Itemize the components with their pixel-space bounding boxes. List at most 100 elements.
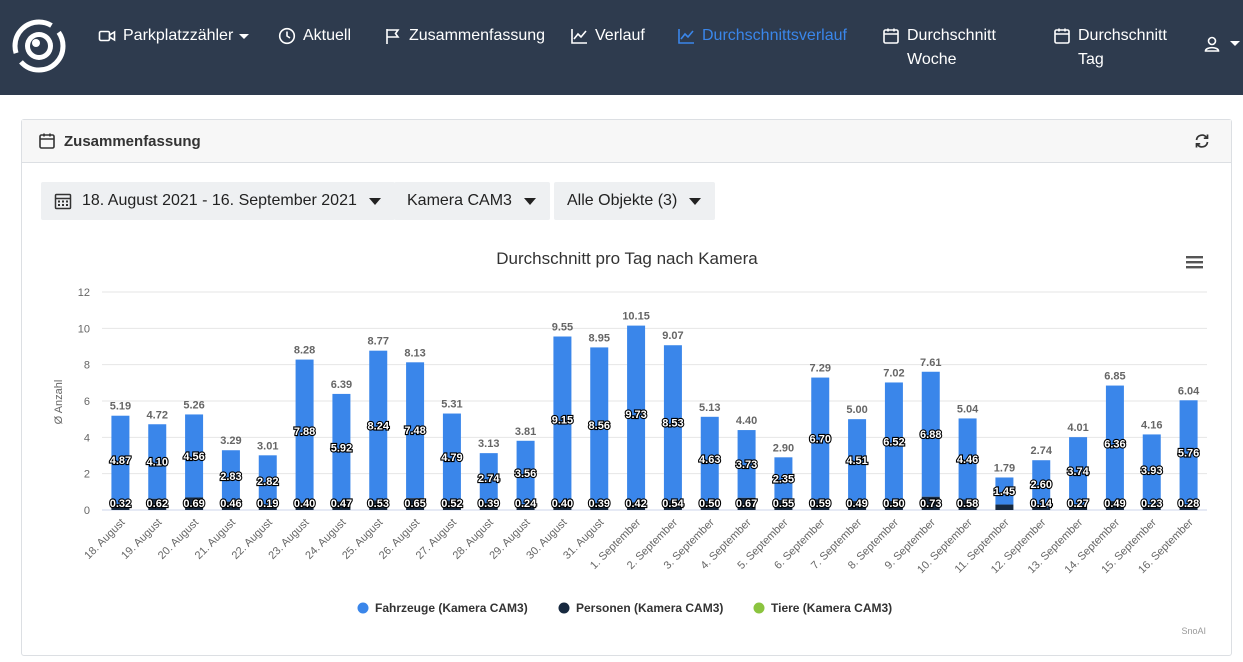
- bar-vehicles[interactable]: [1142, 434, 1161, 506]
- bar-persons[interactable]: [406, 498, 425, 510]
- bar-persons[interactable]: [627, 502, 646, 510]
- bar-persons[interactable]: [332, 501, 351, 510]
- bar-persons[interactable]: [884, 500, 903, 510]
- bar-persons[interactable]: [737, 497, 756, 510]
- bar-persons[interactable]: [479, 502, 498, 510]
- bar-persons[interactable]: [148, 498, 167, 510]
- bar-persons[interactable]: [295, 502, 314, 510]
- bar-vehicles[interactable]: [774, 457, 793, 501]
- bar-persons[interactable]: [1179, 504, 1198, 510]
- bar-vehicles[interactable]: [442, 413, 461, 501]
- total-label: 8.13: [404, 347, 425, 359]
- bar-vehicles[interactable]: [1105, 385, 1124, 502]
- bar-persons[interactable]: [1069, 505, 1088, 510]
- bar-persons[interactable]: [258, 506, 277, 510]
- vehicles-label: 4.63: [699, 454, 720, 466]
- user-menu[interactable]: [1202, 36, 1240, 52]
- refresh-icon[interactable]: [1193, 132, 1211, 150]
- bar-vehicles[interactable]: [1032, 460, 1051, 508]
- bar-vehicles[interactable]: [700, 416, 719, 501]
- bar-vehicles[interactable]: [111, 415, 130, 505]
- legend-marker[interactable]: [753, 602, 765, 614]
- bar-persons[interactable]: [663, 500, 682, 510]
- bar-vehicles[interactable]: [811, 377, 830, 500]
- bar-vehicles[interactable]: [185, 414, 204, 498]
- bar-vehicles[interactable]: [148, 424, 167, 499]
- bar-persons[interactable]: [442, 500, 461, 510]
- bar-vehicles[interactable]: [516, 440, 535, 506]
- persons-label: 0.19: [257, 498, 278, 510]
- legend-item[interactable]: Personen (Kamera CAM3): [576, 601, 723, 615]
- line-chart-icon: [676, 24, 696, 48]
- bar-persons[interactable]: [995, 504, 1014, 510]
- bar-persons[interactable]: [1032, 507, 1051, 510]
- bar-vehicles[interactable]: [258, 455, 277, 507]
- line-chart-icon: [569, 24, 589, 48]
- vehicles-label: 8.24: [368, 421, 390, 433]
- bar-persons[interactable]: [958, 499, 977, 510]
- bar-persons[interactable]: [921, 496, 940, 510]
- objects-select[interactable]: Alle Objekte (3): [554, 182, 716, 220]
- legend-marker[interactable]: [357, 602, 369, 614]
- persons-label: 0.39: [589, 498, 610, 510]
- persons-label: 0.49: [1104, 498, 1125, 510]
- bar-vehicles[interactable]: [295, 359, 314, 503]
- total-label: 8.28: [294, 345, 315, 357]
- bar-persons[interactable]: [1142, 505, 1161, 510]
- bar-persons[interactable]: [553, 502, 572, 510]
- legend-item[interactable]: Fahrzeuge (Kamera CAM3): [375, 601, 528, 615]
- bar-vehicles[interactable]: [1179, 400, 1198, 505]
- nav-parkplatzzaehler[interactable]: Parkplatzzähler: [97, 24, 250, 48]
- persons-label: 0.50: [699, 498, 720, 510]
- bar-persons[interactable]: [1105, 501, 1124, 510]
- nav-verlauf[interactable]: Verlauf: [569, 24, 645, 48]
- persons-label: 0.50: [883, 498, 904, 510]
- bar-persons[interactable]: [848, 501, 867, 510]
- bar-persons[interactable]: [221, 501, 240, 510]
- bar-persons[interactable]: [185, 497, 204, 510]
- bar-persons[interactable]: [590, 502, 609, 510]
- chevron-down-icon: [1230, 41, 1240, 46]
- legend-marker[interactable]: [558, 602, 570, 614]
- bar-vehicles[interactable]: [369, 350, 388, 501]
- nav-zusammenfassung[interactable]: Zusammenfassung: [383, 24, 545, 48]
- bar-persons[interactable]: [700, 500, 719, 510]
- nav-durchschnitt-tag[interactable]: Durchschnitt Tag: [1052, 24, 1178, 72]
- bar-persons[interactable]: [516, 505, 535, 510]
- bar-vehicles[interactable]: [590, 347, 609, 503]
- bar-vehicles[interactable]: [921, 371, 940, 497]
- camera-select[interactable]: Kamera CAM3: [394, 182, 550, 220]
- bar-chart: Durchschnitt pro Tag nach Kamera Ø Anzah…: [53, 249, 1207, 636]
- vehicles-label: 7.48: [404, 425, 425, 437]
- card-title: Zusammenfassung: [64, 132, 201, 150]
- chart-menu-icon[interactable]: [1185, 254, 1205, 270]
- bar-persons[interactable]: [111, 504, 130, 510]
- bar-vehicles[interactable]: [958, 418, 977, 500]
- bar-vehicles[interactable]: [663, 345, 682, 501]
- persons-label: 0.67: [736, 498, 757, 510]
- bar-vehicles[interactable]: [737, 430, 756, 498]
- bar-vehicles[interactable]: [627, 325, 646, 503]
- bar-vehicles[interactable]: [1069, 437, 1088, 506]
- bar-persons[interactable]: [811, 499, 830, 510]
- bar-vehicles[interactable]: [995, 477, 1014, 505]
- date-range-picker[interactable]: 18. August 2021 - 16. September 2021: [41, 182, 395, 220]
- nav-durchschnitt-woche[interactable]: Durchschnitt Woche: [881, 24, 1007, 72]
- persons-label: 0.32: [110, 498, 131, 510]
- bar-vehicles[interactable]: [332, 393, 351, 502]
- vehicles-label: 2.60: [1031, 479, 1052, 491]
- chart-legend[interactable]: Fahrzeuge (Kamera CAM3) Personen (Kamera …: [357, 601, 893, 615]
- bar-vehicles[interactable]: [479, 453, 498, 503]
- bar-persons[interactable]: [774, 500, 793, 510]
- bar-vehicles[interactable]: [884, 382, 903, 501]
- bar-vehicles[interactable]: [553, 336, 572, 503]
- bar-vehicles[interactable]: [221, 450, 240, 502]
- nav-aktuell[interactable]: Aktuell: [277, 24, 351, 48]
- app-logo[interactable]: [12, 19, 66, 73]
- y-tick-label: 4: [84, 432, 90, 444]
- bar-persons[interactable]: [369, 500, 388, 510]
- bar-vehicles[interactable]: [406, 362, 425, 499]
- nav-durchschnittsverlauf[interactable]: Durchschnittsverlauf: [676, 24, 847, 48]
- legend-item[interactable]: Tiere (Kamera CAM3): [771, 601, 892, 615]
- bar-vehicles[interactable]: [848, 419, 867, 502]
